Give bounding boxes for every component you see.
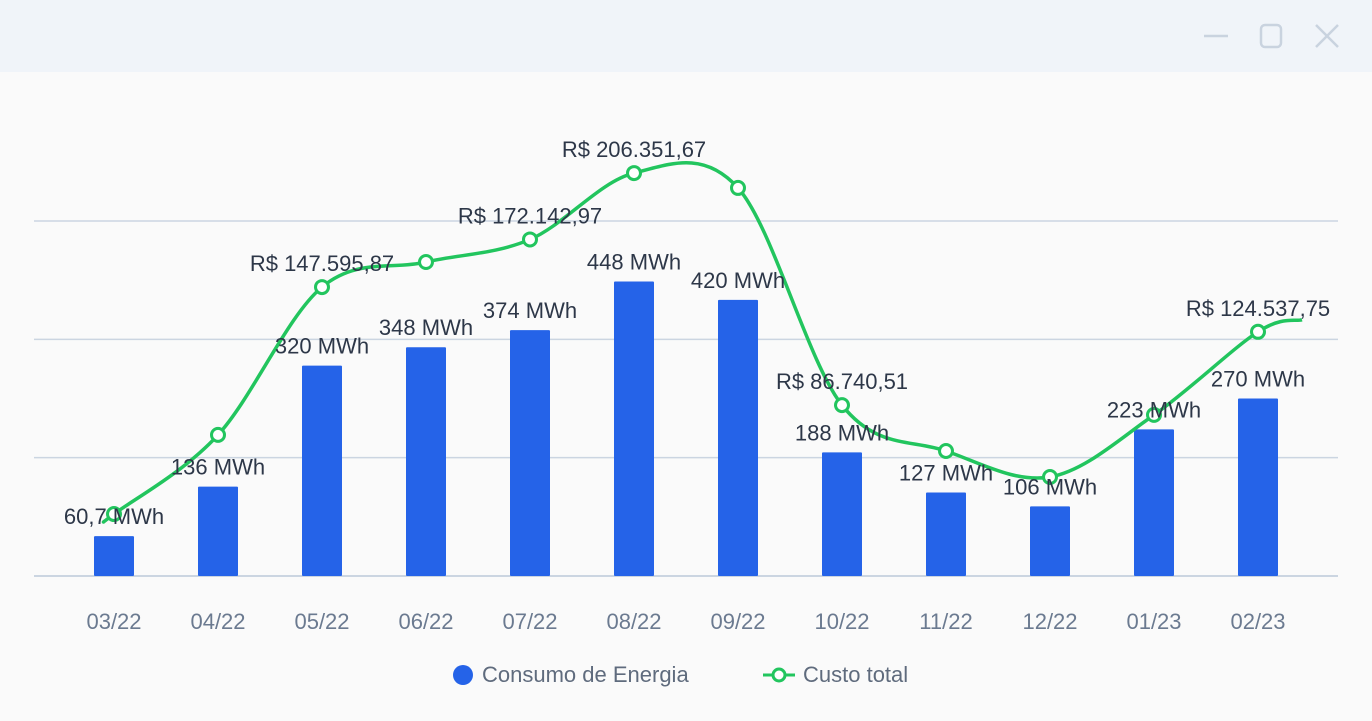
line-point-custo[interactable] bbox=[210, 426, 226, 443]
line-point-custo[interactable] bbox=[1146, 406, 1162, 423]
x-tick-label: 11/22 bbox=[919, 609, 972, 634]
bar-consumo[interactable] bbox=[198, 486, 238, 576]
bar-data-label: 106 MWh bbox=[1003, 474, 1097, 499]
bar-data-label: 223 MWh bbox=[1107, 397, 1201, 422]
legend-item-custo[interactable]: Custo total bbox=[763, 662, 908, 688]
bar-consumo[interactable] bbox=[718, 299, 758, 576]
close-button[interactable] bbox=[1313, 22, 1341, 50]
line-point-custo[interactable] bbox=[1250, 323, 1266, 340]
bar-data-label: 320 MWh bbox=[275, 334, 369, 359]
line-point-custo[interactable] bbox=[938, 442, 954, 459]
bar-data-label: 136 MWh bbox=[171, 455, 265, 480]
legend-item-consumo[interactable]: Consumo de Energia bbox=[452, 662, 689, 688]
line-data-label: R$ 124.537,75 bbox=[1186, 296, 1330, 321]
bar-consumo[interactable] bbox=[510, 330, 550, 576]
chart-legend: Consumo de Energia Custo total bbox=[0, 662, 1372, 692]
legend-label: Consumo de Energia bbox=[482, 662, 689, 687]
x-tick-label: 12/22 bbox=[1022, 609, 1077, 634]
line-custo-total bbox=[101, 161, 1303, 524]
maximize-icon bbox=[1259, 23, 1283, 49]
x-tick-label: 05/22 bbox=[294, 609, 349, 634]
bar-data-label: 448 MWh bbox=[587, 249, 681, 274]
bar-consumo[interactable] bbox=[822, 452, 862, 576]
legend-label: Custo total bbox=[803, 662, 909, 687]
bar-data-label: 127 MWh bbox=[899, 461, 993, 486]
bar-data-label: 60,7 MWh bbox=[64, 504, 164, 529]
bar-data-label: 188 MWh bbox=[795, 420, 889, 445]
line-data-label: R$ 172.142,97 bbox=[458, 203, 602, 228]
x-tick-label: 04/22 bbox=[190, 609, 245, 634]
line-data-label: R$ 86.740,51 bbox=[776, 369, 908, 394]
line-data-label: R$ 206.351,67 bbox=[562, 137, 706, 162]
bar-consumo[interactable] bbox=[302, 365, 342, 576]
x-tick-label: 01/23 bbox=[1126, 609, 1181, 634]
minimize-icon bbox=[1204, 34, 1228, 38]
energy-chart: 03/22 04/22 05/22 06/22 07/22 08/22 09/22 10/22… bbox=[34, 137, 1338, 634]
bar-consumo[interactable] bbox=[926, 492, 966, 576]
line-point-custo[interactable] bbox=[730, 179, 746, 196]
bar-consumo[interactable] bbox=[1134, 429, 1174, 576]
line-point-custo[interactable] bbox=[106, 506, 122, 523]
x-tick-label: 10/22 bbox=[814, 609, 869, 634]
line-point-custo[interactable] bbox=[626, 165, 642, 182]
line-point-custo[interactable] bbox=[834, 397, 850, 414]
x-tick-label: 08/22 bbox=[606, 609, 661, 634]
minimize-button[interactable] bbox=[1202, 22, 1230, 50]
x-tick-label: 02/23 bbox=[1230, 609, 1285, 634]
bar-consumo[interactable] bbox=[94, 536, 134, 576]
close-icon bbox=[1315, 24, 1339, 48]
x-tick-label: 07/22 bbox=[502, 609, 557, 634]
line-point-custo[interactable] bbox=[522, 231, 538, 248]
line-data-label: R$ 147.595,87 bbox=[250, 251, 394, 276]
window-titlebar bbox=[0, 0, 1372, 72]
maximize-button[interactable] bbox=[1257, 22, 1285, 50]
bar-consumo[interactable] bbox=[614, 281, 654, 576]
line-point-custo[interactable] bbox=[1042, 468, 1058, 485]
legend-line-swatch-icon bbox=[763, 667, 795, 683]
bar-consumo[interactable] bbox=[1238, 398, 1278, 577]
line-point-custo[interactable] bbox=[314, 279, 330, 296]
legend-bar-swatch-icon bbox=[453, 665, 473, 685]
x-tick-label: 03/22 bbox=[86, 609, 141, 634]
x-tick-label: 09/22 bbox=[710, 609, 765, 634]
bar-data-label: 374 MWh bbox=[483, 298, 577, 323]
bar-data-label: 270 MWh bbox=[1211, 367, 1305, 392]
line-point-custo[interactable] bbox=[418, 254, 434, 271]
bar-consumo[interactable] bbox=[406, 347, 446, 576]
bar-data-label: 420 MWh bbox=[691, 268, 785, 293]
x-tick-label: 06/22 bbox=[398, 609, 453, 634]
bar-data-label: 348 MWh bbox=[379, 315, 473, 340]
bar-consumo[interactable] bbox=[1030, 506, 1070, 576]
